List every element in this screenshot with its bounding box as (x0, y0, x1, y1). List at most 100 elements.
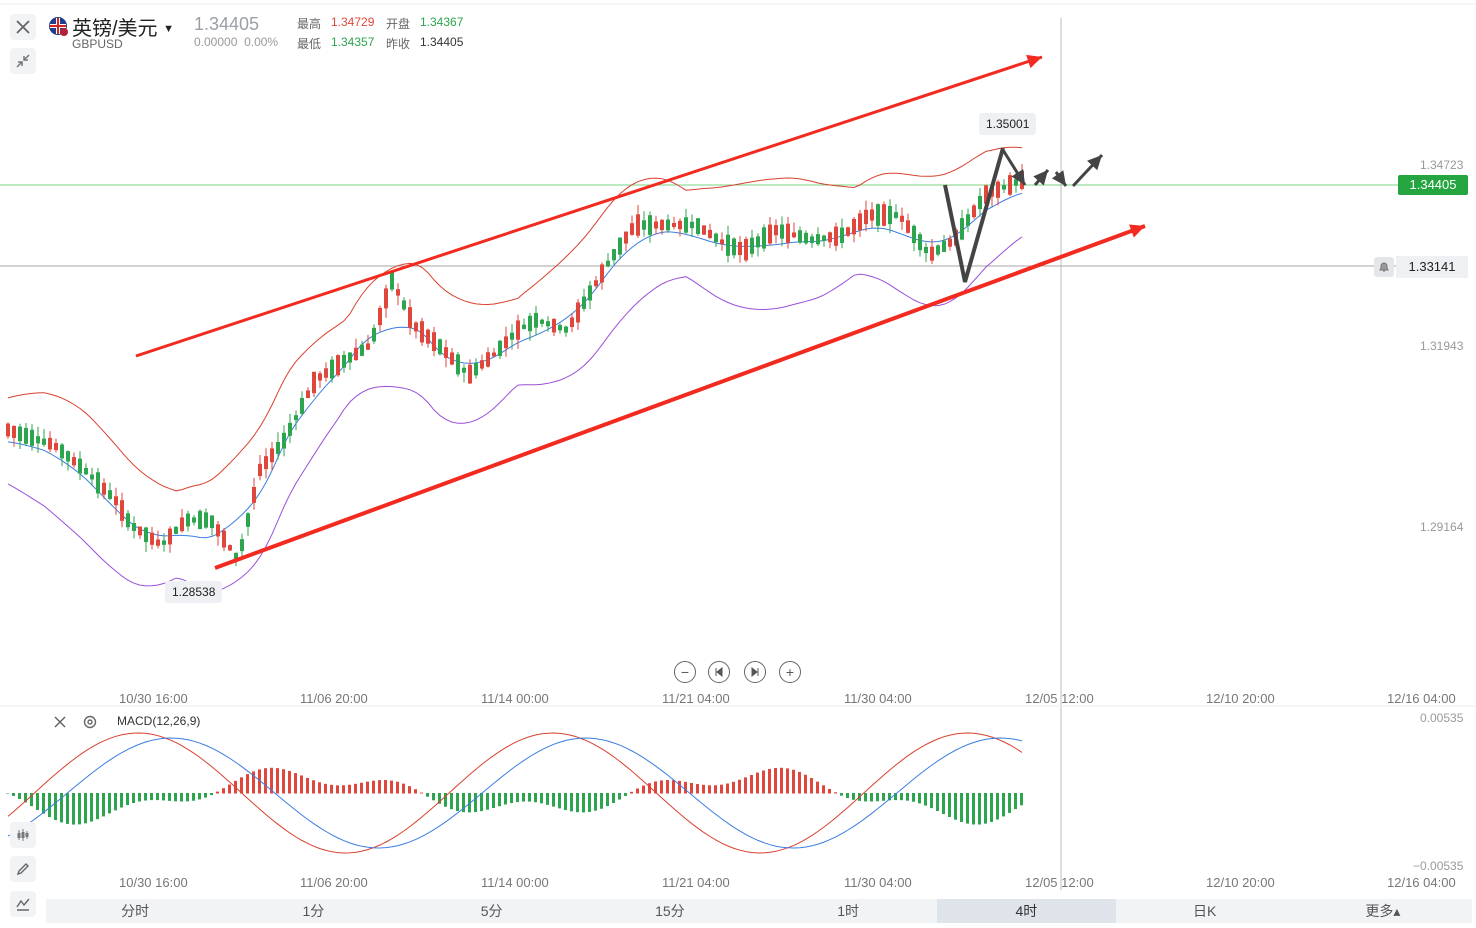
scroll-end-button[interactable] (744, 661, 766, 683)
macd-bar (288, 770, 291, 794)
macd-dif-line (7, 732, 1023, 854)
macd-bar (960, 793, 963, 822)
candle (366, 334, 370, 351)
candle (360, 340, 364, 357)
candle (48, 431, 52, 453)
candle (462, 364, 466, 383)
macd-bar (846, 793, 849, 799)
candle (12, 425, 16, 447)
candle (18, 423, 22, 450)
tab-timeframe-daily[interactable]: 日K (1192, 903, 1217, 919)
macd-bar (282, 769, 285, 794)
bollinger-bands (7, 146, 1023, 593)
close-icon[interactable] (10, 14, 36, 40)
candle (306, 387, 310, 399)
candle (432, 326, 436, 357)
macd-bar (618, 793, 621, 800)
candle (822, 234, 826, 247)
candle (6, 422, 10, 439)
collapse-icon[interactable] (10, 48, 36, 74)
candle (294, 410, 298, 431)
lower-trend-arrow (214, 224, 1146, 570)
high-value: 1.34729 (331, 15, 375, 29)
candle (378, 305, 382, 332)
macd-bar (870, 793, 873, 802)
alert-price-tag[interactable]: 1.33141 (1396, 256, 1468, 278)
price-tick-1: 1.34723 (1420, 158, 1464, 172)
candle (486, 347, 490, 368)
macd-bar (114, 793, 117, 811)
tab-timeframe-more[interactable]: 更多▴ (1365, 903, 1401, 919)
macd-bar (1020, 793, 1023, 806)
candle (216, 520, 220, 546)
indicator-close-icon[interactable] (52, 714, 68, 735)
zoom-out-button[interactable]: − (674, 661, 696, 683)
tab-timeframe-intraday[interactable]: 分时 (121, 903, 150, 919)
candle (702, 225, 706, 235)
macd-bar (204, 793, 207, 798)
candle (564, 325, 568, 337)
macd-bar (300, 775, 303, 794)
macd-bar (936, 793, 939, 812)
macd-bar (78, 793, 81, 825)
candle (474, 358, 478, 379)
indicator-tool-icon[interactable] (10, 891, 36, 917)
macd-bar (768, 768, 771, 794)
scroll-start-button[interactable] (708, 661, 730, 683)
candle (204, 508, 208, 529)
candle (132, 516, 136, 539)
candle (480, 354, 484, 371)
macd-bar (810, 778, 813, 794)
macd-bar (522, 793, 525, 802)
candle (498, 339, 502, 360)
macd-bar (414, 789, 417, 794)
macd-bar (828, 788, 831, 794)
candle (504, 326, 508, 357)
candle (798, 226, 802, 245)
indicator-settings-icon[interactable] (82, 714, 98, 735)
candle (408, 299, 412, 335)
candle (222, 527, 226, 552)
macd-bar (438, 793, 441, 804)
candle (144, 526, 148, 553)
candlestick-tool-icon[interactable] (10, 822, 36, 848)
candle (726, 225, 730, 263)
candle (912, 224, 916, 252)
macd-bar (336, 785, 339, 794)
candle (996, 179, 1000, 206)
candlesticks (6, 164, 1024, 567)
macd-bar (672, 780, 675, 794)
candle (882, 201, 886, 227)
macd-bar (906, 793, 909, 801)
macd-bar (60, 793, 63, 823)
tab-timeframe-1h[interactable]: 1时 (837, 903, 860, 919)
low-value: 1.34357 (331, 35, 375, 49)
candle (960, 209, 964, 241)
candle (684, 208, 688, 234)
macd-bar (984, 793, 987, 824)
tab-timeframe-4h[interactable]: 4时 (937, 899, 1116, 923)
macd-bar (774, 767, 777, 794)
candle (900, 207, 904, 230)
macd-bar (612, 793, 615, 804)
time-tick: 12/05 12:00 (1025, 691, 1094, 706)
candle (630, 215, 634, 236)
chevron-down-icon[interactable]: ▼ (163, 23, 175, 35)
candle (810, 233, 814, 248)
price-change: 0.00000 0.00% (194, 35, 279, 49)
tab-timeframe-15m[interactable]: 15分 (655, 903, 685, 919)
candle (522, 318, 526, 330)
symbol-title[interactable]: 英镑/美元 ▼ (72, 18, 175, 40)
pencil-icon[interactable] (10, 856, 36, 882)
zoom-in-button[interactable]: + (779, 661, 801, 683)
macd-bar (294, 773, 297, 794)
bell-icon[interactable] (1374, 257, 1394, 277)
time-tick: 10/30 16:00 (119, 875, 188, 890)
tab-timeframe-1m[interactable]: 1分 (302, 903, 325, 919)
time-tick: 11/21 04:00 (662, 691, 730, 706)
candle (78, 451, 82, 481)
tab-timeframe-5m[interactable]: 5分 (480, 903, 503, 919)
macd-bar (366, 781, 369, 794)
uk-flag-icon (48, 16, 68, 41)
